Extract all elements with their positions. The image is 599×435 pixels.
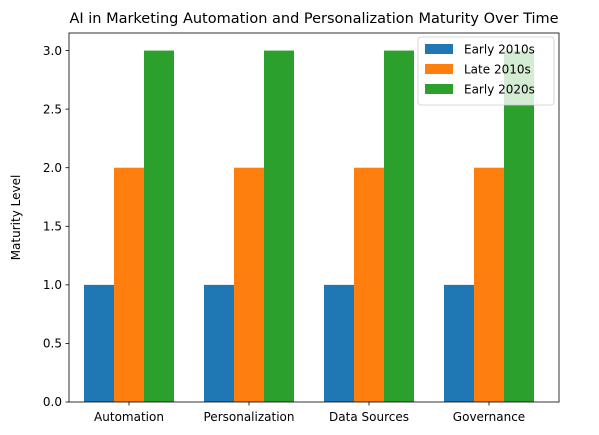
axes-group: 0.0 0.5 1.0 1.5 2.0 2.5 3.0 Automation Personali…: [43, 32, 560, 424]
bar: [264, 50, 294, 402]
bar: [204, 284, 234, 402]
bar: [144, 50, 174, 402]
x-tick-label: Governance: [453, 410, 525, 424]
bar: [384, 50, 414, 402]
y-tick-label: 0.5: [43, 337, 62, 351]
legend-swatch: [425, 44, 453, 54]
y-tick-label: 0.0: [43, 395, 62, 409]
bar: [234, 167, 264, 402]
legend: Early 2010s Late 2010s Early 2020s: [417, 36, 555, 106]
bar: [354, 167, 384, 402]
x-tick-label: Automation: [94, 410, 164, 424]
legend-swatch: [425, 84, 453, 94]
bar: [324, 284, 354, 402]
x-tick-label: Personalization: [204, 410, 295, 424]
y-tick-label: 2.0: [43, 161, 62, 175]
legend-label: Late 2010s: [464, 63, 531, 77]
legend-label: Early 2010s: [464, 43, 535, 57]
bar: [474, 167, 504, 402]
chart-title: AI in Marketing Automation and Personali…: [69, 11, 558, 27]
y-tick-label: 2.5: [43, 102, 62, 116]
bar: [504, 50, 534, 402]
bar: [444, 284, 474, 402]
bar: [84, 284, 114, 402]
y-tick-label: 1.5: [43, 219, 62, 233]
y-tick-label: 3.0: [43, 44, 62, 58]
bars-group: [84, 50, 534, 402]
legend-label: Early 2020s: [464, 83, 535, 97]
bar: [114, 167, 144, 402]
legend-swatch: [425, 64, 453, 74]
y-axis-title: Maturity Level: [9, 175, 23, 261]
plot-frame: [68, 32, 560, 403]
y-tick-label: 1.0: [43, 278, 62, 292]
x-tick-label: Data Sources: [329, 410, 409, 424]
